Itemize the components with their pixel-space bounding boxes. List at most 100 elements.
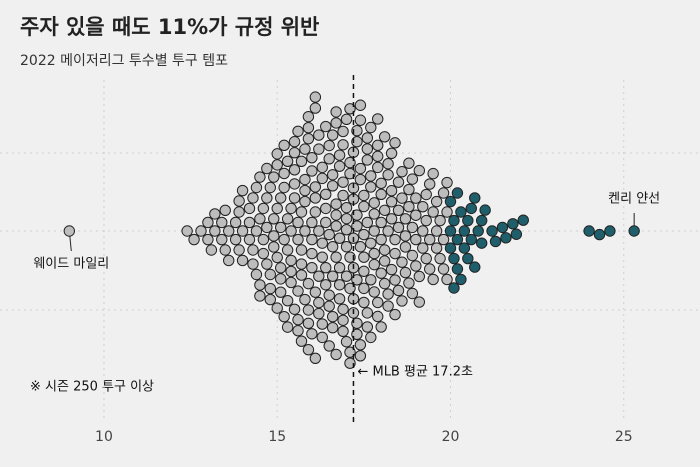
- point: [288, 303, 301, 315]
- point: [285, 202, 297, 215]
- point: [385, 185, 398, 197]
- point: [593, 228, 606, 241]
- point: [330, 348, 342, 361]
- point: [254, 290, 266, 302]
- point: [264, 181, 276, 194]
- point: [330, 117, 342, 129]
- point: [313, 270, 325, 282]
- point: [410, 260, 422, 272]
- point: [313, 296, 325, 309]
- point: [264, 282, 276, 295]
- point: [326, 321, 339, 334]
- point: [333, 149, 346, 161]
- point: [375, 188, 387, 201]
- point: [271, 148, 283, 160]
- point: [233, 195, 245, 207]
- point: [451, 263, 464, 275]
- point: [434, 252, 446, 265]
- point: [448, 252, 460, 265]
- point: [358, 251, 370, 263]
- point: [330, 251, 342, 263]
- point: [63, 225, 76, 237]
- point: [299, 293, 311, 306]
- point: [361, 154, 374, 166]
- point: [406, 221, 419, 234]
- point: [417, 242, 429, 254]
- point: [413, 164, 426, 177]
- point: [306, 233, 318, 246]
- point: [274, 273, 287, 285]
- point: [333, 279, 346, 291]
- point: [250, 268, 263, 281]
- point: [326, 310, 339, 323]
- x-tick-label: 10: [95, 429, 113, 445]
- point: [320, 216, 332, 229]
- point: [337, 125, 349, 138]
- point: [247, 192, 259, 204]
- point: [320, 279, 332, 291]
- point: [351, 328, 363, 341]
- point: [292, 314, 304, 326]
- point: [368, 286, 380, 298]
- point: [309, 286, 322, 298]
- point: [361, 307, 374, 319]
- point: [195, 225, 207, 237]
- point: [274, 192, 287, 204]
- point: [382, 288, 394, 300]
- point: [413, 296, 426, 308]
- point: [392, 284, 405, 297]
- point: [223, 225, 235, 237]
- point: [323, 289, 335, 301]
- point: [351, 317, 363, 330]
- point: [396, 295, 408, 307]
- point: [330, 220, 342, 232]
- point: [264, 268, 276, 281]
- point: [257, 202, 270, 215]
- point: [247, 244, 259, 256]
- point: [302, 344, 315, 356]
- point: [354, 162, 367, 175]
- point: [424, 233, 436, 246]
- annotation-label: 웨이드 마일리: [33, 257, 109, 272]
- point: [628, 225, 640, 237]
- point: [368, 197, 380, 209]
- point: [236, 225, 249, 237]
- point: [351, 209, 363, 221]
- point: [313, 307, 325, 320]
- point: [403, 277, 415, 289]
- point: [261, 221, 273, 234]
- point: [309, 352, 322, 364]
- point: [378, 244, 391, 256]
- point: [340, 336, 353, 348]
- point: [219, 204, 231, 216]
- point: [274, 221, 287, 234]
- point: [337, 303, 349, 315]
- point: [302, 304, 315, 316]
- point: [462, 252, 474, 265]
- marks: [181, 91, 616, 369]
- point: [202, 233, 214, 246]
- point: [209, 208, 221, 220]
- point: [274, 262, 287, 274]
- point: [378, 204, 391, 216]
- point: [358, 189, 370, 202]
- point: [316, 161, 328, 174]
- point: [448, 282, 460, 294]
- point: [406, 287, 419, 300]
- point: [271, 202, 283, 215]
- point: [299, 225, 311, 237]
- x-tick-label: 15: [268, 429, 286, 445]
- point: [354, 339, 367, 351]
- point: [358, 228, 370, 241]
- point: [219, 244, 231, 256]
- reference-label: ← MLB 평균 17.2초: [357, 365, 473, 380]
- point: [243, 202, 256, 215]
- point: [475, 237, 488, 249]
- point: [330, 198, 342, 210]
- point: [233, 244, 245, 256]
- point: [427, 206, 439, 218]
- point: [271, 159, 283, 171]
- point: [340, 113, 353, 126]
- point: [430, 225, 443, 237]
- point: [382, 225, 394, 237]
